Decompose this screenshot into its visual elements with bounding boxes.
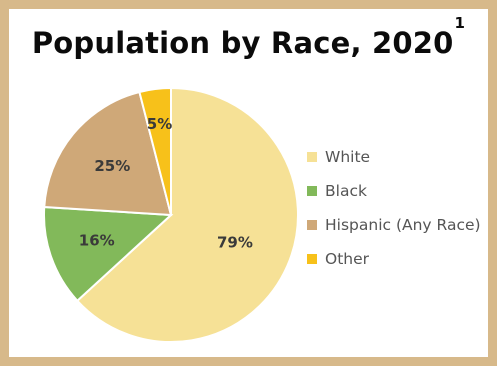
legend-item-black: Black xyxy=(307,174,481,208)
chart-title: Population by Race, 20201 xyxy=(0,14,497,60)
data-label-black: 16% xyxy=(79,232,115,250)
chart-title-text: Population by Race, 2020 xyxy=(31,26,454,60)
data-label-other: 5% xyxy=(147,115,172,133)
legend-label-hispanic-any-race: Hispanic (Any Race) xyxy=(325,216,481,234)
data-label-hispanic-any-race: 25% xyxy=(94,157,130,175)
legend-swatch-black xyxy=(307,186,317,196)
pie-slice-black xyxy=(43,205,174,303)
legend-label-white: White xyxy=(325,148,371,166)
pie-slice-hispanic-any-race xyxy=(43,90,173,217)
legend-item-white: White xyxy=(307,140,481,174)
pie-slice-other xyxy=(138,86,172,216)
data-label-white: 79% xyxy=(217,234,253,252)
legend-swatch-hispanic-any-race xyxy=(307,220,317,230)
legend-swatch-other xyxy=(307,254,317,264)
chart-legend: White Black Hispanic (Any Race) Other xyxy=(307,140,481,276)
legend-label-other: Other xyxy=(325,250,370,268)
legend-item-other: Other xyxy=(307,242,481,276)
title-footnote-marker: 1 xyxy=(454,14,466,33)
pie-slice-white xyxy=(75,86,299,343)
legend-item-hispanic-any-race: Hispanic (Any Race) xyxy=(307,208,481,242)
legend-label-black: Black xyxy=(325,182,367,200)
legend-swatch-white xyxy=(307,152,317,162)
